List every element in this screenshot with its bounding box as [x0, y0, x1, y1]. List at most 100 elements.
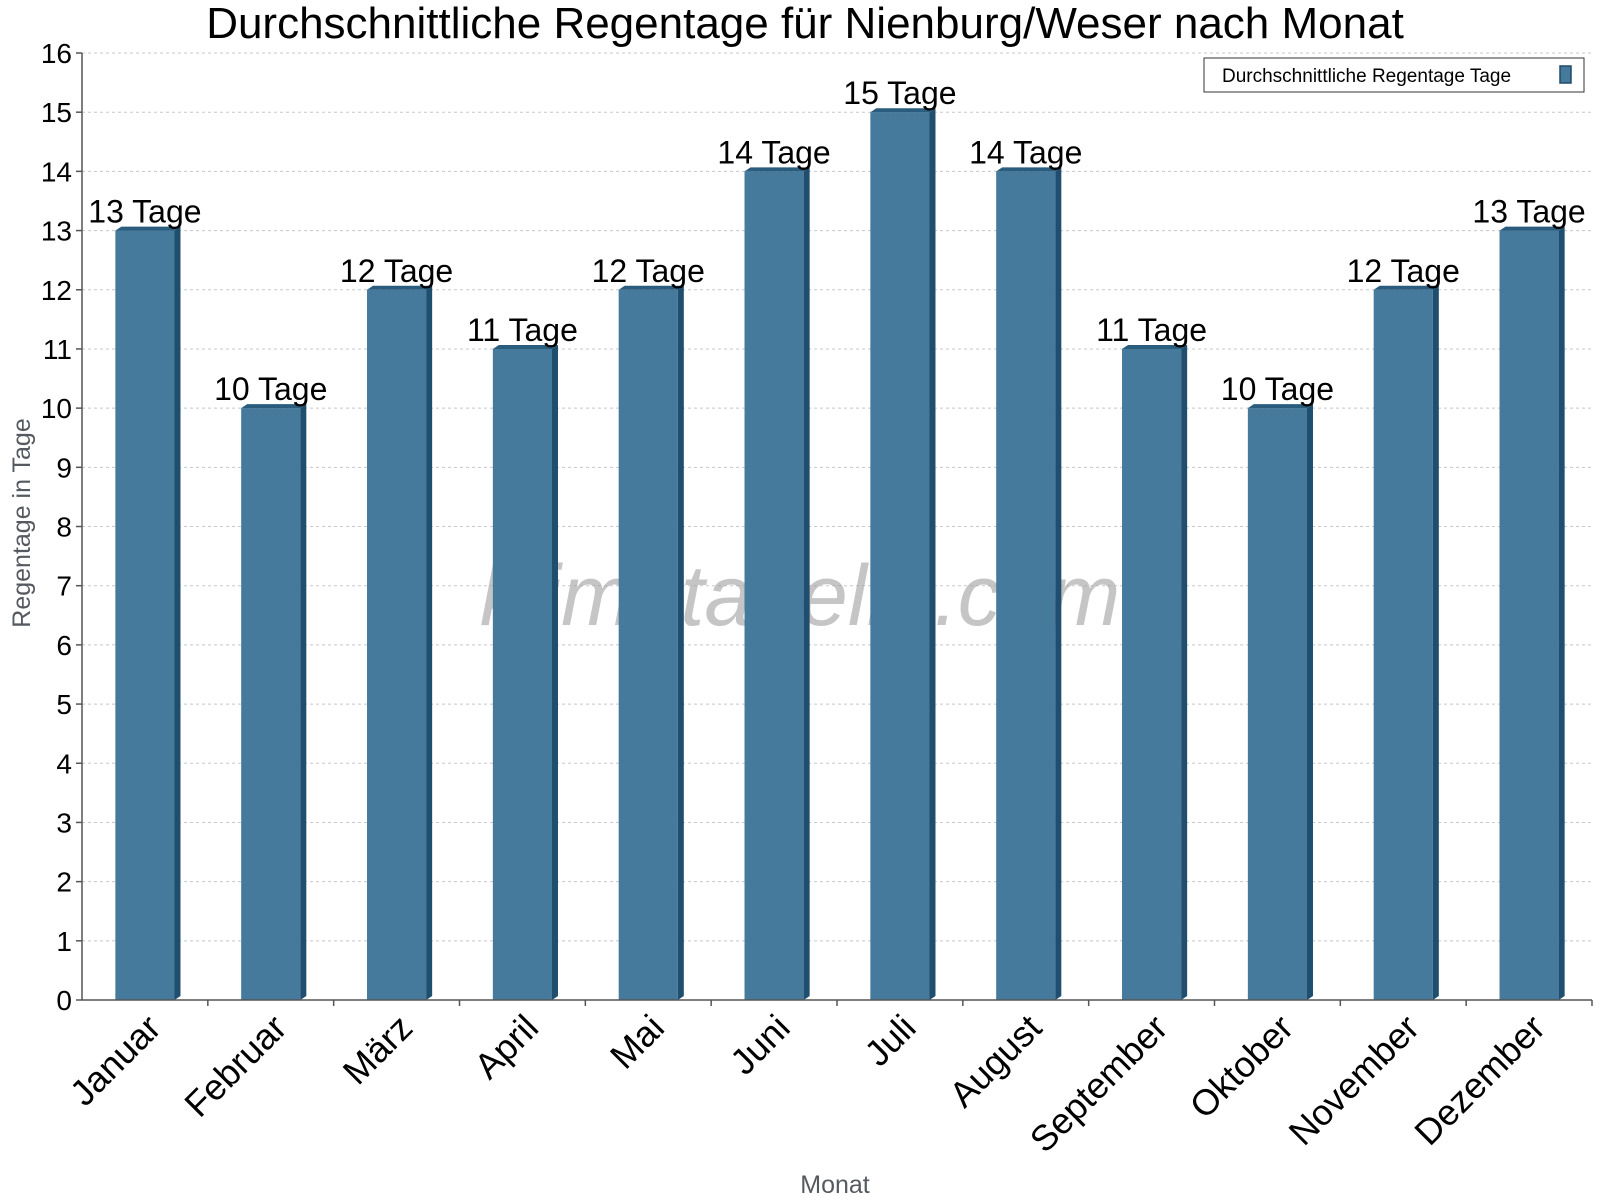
- x-tick-label: Juni: [722, 1007, 798, 1083]
- y-tick-label: 5: [56, 689, 72, 720]
- bar-4: [618, 285, 684, 1000]
- x-tick-label: November: [1280, 1007, 1426, 1153]
- y-tick-label: 4: [56, 748, 72, 779]
- bar-3: [492, 344, 558, 1000]
- bar-face: [744, 171, 804, 1000]
- x-tick-label: August: [941, 1007, 1049, 1115]
- data-label: 15 Tage: [843, 75, 956, 111]
- data-label: 13 Tage: [1472, 194, 1585, 230]
- bar-side: [551, 344, 558, 1000]
- legend-swatch: [1559, 65, 1572, 84]
- bar-face: [1247, 408, 1307, 1000]
- bar-side: [803, 167, 810, 1000]
- bar-face: [241, 408, 301, 1000]
- bar-11: [1499, 226, 1565, 1000]
- bar-top: [492, 344, 558, 349]
- data-label: 12 Tage: [340, 253, 453, 289]
- chart-title: Durchschnittliche Regentage für Nienburg…: [206, 0, 1404, 48]
- bar-face: [1499, 230, 1559, 1000]
- y-tick-label: 10: [41, 393, 72, 424]
- y-tick-label: 9: [56, 452, 72, 483]
- bars: [115, 108, 1565, 1000]
- x-tick-label: Dezember: [1406, 1007, 1552, 1153]
- bar-7: [996, 167, 1062, 1000]
- x-tick-label: Januar: [62, 1007, 169, 1114]
- bar-8: [1122, 344, 1188, 1000]
- x-tick-label: März: [335, 1007, 421, 1093]
- bar-side: [1055, 167, 1062, 1000]
- data-label: 14 Tage: [969, 134, 1082, 170]
- bar-face: [618, 289, 678, 1000]
- y-tick-label: 16: [41, 38, 72, 69]
- x-tick-label: September: [1022, 1007, 1176, 1161]
- bar-side: [1558, 226, 1565, 1000]
- bar-top: [744, 167, 810, 172]
- y-tick-label: 1: [56, 926, 72, 957]
- bar-top: [1499, 226, 1565, 231]
- legend-box: [1203, 57, 1585, 93]
- bar-face: [492, 348, 552, 1000]
- y-tick-label: 14: [41, 156, 72, 187]
- data-label: 12 Tage: [1347, 253, 1460, 289]
- y-tick-label: 3: [56, 807, 72, 838]
- bar-top: [1373, 285, 1439, 290]
- bar-side: [300, 404, 307, 1000]
- bar-face: [1373, 289, 1433, 1000]
- bar-side: [929, 108, 936, 1000]
- bar-face: [870, 112, 930, 1000]
- bar-top: [618, 285, 684, 290]
- y-tick-label: 0: [56, 985, 72, 1016]
- bar-face: [115, 230, 175, 1000]
- data-label: 10 Tage: [1221, 371, 1334, 407]
- y-tick-label: 15: [41, 97, 72, 128]
- y-tick-label: 8: [56, 512, 72, 543]
- bar-top: [996, 167, 1062, 172]
- data-label: 13 Tage: [88, 194, 201, 230]
- data-label: 11 Tage: [467, 312, 578, 348]
- bar-top: [367, 285, 433, 290]
- y-axis-label: Regentage in Tage: [8, 418, 36, 627]
- bar-side: [1181, 344, 1188, 1000]
- data-label: 12 Tage: [592, 253, 705, 289]
- bar-top: [115, 226, 181, 231]
- bar-9: [1247, 404, 1313, 1000]
- bar-2: [367, 285, 433, 1000]
- y-tick-label: 2: [56, 867, 72, 898]
- bar-side: [426, 285, 433, 1000]
- bar-face: [996, 171, 1056, 1000]
- data-labels: 13 Tage 10 Tage 12 Tage 11 Tage 12 Tage 14 Ta…: [88, 75, 1585, 407]
- x-tick-label: Mai: [602, 1007, 672, 1077]
- grid-lines: [82, 52, 1592, 942]
- legend-label: Durchschnittliche Regentage Tage: [1222, 66, 1511, 87]
- bar-5: [744, 167, 810, 1000]
- x-tick-label: April: [466, 1007, 546, 1087]
- bar-1: [241, 404, 307, 1000]
- bar-6: [870, 108, 936, 1000]
- x-tick-label: Juli: [856, 1007, 923, 1074]
- bar-top: [1122, 344, 1188, 349]
- bar-top: [870, 108, 936, 113]
- axes: [76, 52, 1593, 1006]
- x-axis-label: Monat: [800, 1171, 870, 1199]
- bar-side: [1432, 285, 1439, 1000]
- x-tick-label: Oktober: [1182, 1007, 1302, 1127]
- y-tick-label: 7: [56, 571, 72, 602]
- bar-top: [241, 404, 307, 409]
- bar-face: [367, 289, 427, 1000]
- data-label: 14 Tage: [717, 134, 830, 170]
- y-tick-label: 13: [41, 216, 72, 247]
- y-tick-label: 11: [43, 334, 72, 365]
- data-label: 11 Tage: [1096, 312, 1207, 348]
- y-tick-label: 6: [56, 630, 72, 661]
- bar-top: [1247, 404, 1313, 409]
- bar-side: [677, 285, 684, 1000]
- x-tick-label: Februar: [176, 1007, 294, 1125]
- legend: Durchschnittliche Regentage Tage: [1203, 57, 1585, 93]
- bar-10: [1373, 285, 1439, 1000]
- bar-0: [115, 226, 181, 1000]
- bar-side: [1306, 404, 1313, 1000]
- data-label: 10 Tage: [214, 371, 327, 407]
- bar-side: [174, 226, 181, 1000]
- bar-face: [1122, 348, 1182, 1000]
